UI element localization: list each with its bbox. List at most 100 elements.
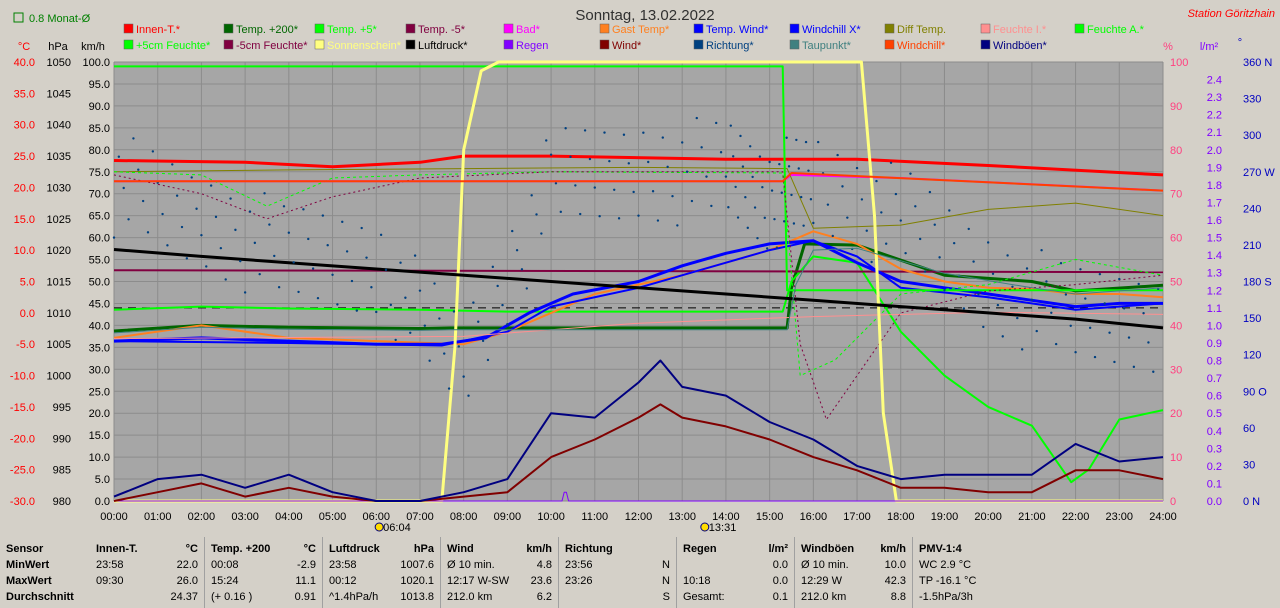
legend-label: +5cm Feuchte* xyxy=(136,40,211,52)
time-tick: 08:00 xyxy=(450,511,478,523)
series-point-richtung xyxy=(1045,280,1048,283)
series-point-richtung xyxy=(727,206,730,209)
series-point-richtung xyxy=(627,162,630,165)
series-point-richtung xyxy=(472,301,475,304)
dir-tick: 210 xyxy=(1243,240,1261,252)
series-point-richtung xyxy=(491,265,495,269)
series-point-richtung xyxy=(991,272,995,275)
series-point-richtung xyxy=(297,290,300,294)
series-point-richtung xyxy=(564,127,567,130)
series-point-richtung xyxy=(846,216,849,219)
series-point-richtung xyxy=(914,205,917,208)
series-point-richtung xyxy=(209,184,213,187)
series-point-richtung xyxy=(816,140,820,144)
series-point-richtung xyxy=(253,241,257,245)
hpa-tick: 985 xyxy=(53,465,71,477)
stats-cell-value: 1020.1 xyxy=(400,575,434,587)
series-point-richtung xyxy=(996,303,1000,307)
series-point-richtung xyxy=(761,185,764,189)
series-point-richtung xyxy=(756,236,759,240)
kmh-tick: 100.0 xyxy=(82,57,110,69)
stats-cell-label: 23:58 xyxy=(96,559,124,571)
stats-cell-value: 24.37 xyxy=(170,591,198,603)
rain-tick: 1.1 xyxy=(1207,303,1222,315)
series-point-richtung xyxy=(797,167,800,170)
series-point-richtung xyxy=(671,194,674,198)
series-point-richtung xyxy=(608,159,611,163)
time-tick: 09:00 xyxy=(494,511,522,523)
series-point-richtung xyxy=(880,211,883,214)
rain-tick: 1.9 xyxy=(1207,162,1222,174)
dir-tick: 90 O xyxy=(1243,386,1267,398)
hpa-tick: 1005 xyxy=(47,339,71,351)
legend-label: Taupunkt* xyxy=(802,40,852,52)
stats-group: Richtung 23:56 N 23:26 N S xyxy=(558,537,676,608)
stats-group-title: Regen xyxy=(683,543,717,555)
series-point-richtung xyxy=(311,267,315,270)
time-tick: 11:00 xyxy=(581,511,608,523)
legend-label: Regen xyxy=(516,40,548,52)
time-tick: 14:00 xyxy=(712,511,740,523)
series-line-windb-en xyxy=(113,359,1164,502)
series-point-richtung xyxy=(1132,365,1136,369)
kmh-tick: 45.0 xyxy=(89,298,110,310)
rain-tick: 2.4 xyxy=(1207,75,1222,87)
temp-tick: 15.0 xyxy=(14,214,35,226)
series-point-richtung xyxy=(1016,316,1019,320)
series-point-richtung xyxy=(112,236,116,239)
stats-cell-label: 23:56 xyxy=(565,559,593,571)
series-point-richtung xyxy=(632,190,635,194)
series-point-richtung xyxy=(423,324,427,327)
series-point-richtung xyxy=(588,157,592,161)
legend-label: Windchill X* xyxy=(802,24,861,36)
time-tick: 07:00 xyxy=(406,511,434,523)
stats-group: Temp. +200 °C 00:08 -2.9 15:24 11.1 (+ 0.16 ) 0… xyxy=(204,537,322,608)
series-point-richtung xyxy=(549,153,553,156)
series-point-richtung xyxy=(1152,370,1155,373)
pct-tick: 100 xyxy=(1170,57,1188,69)
series-point-richtung xyxy=(559,210,562,214)
series-point-richtung xyxy=(268,223,271,226)
series-point-richtung xyxy=(443,352,446,355)
series-point-richtung xyxy=(676,224,679,227)
series-point-richtung xyxy=(166,244,169,247)
sunset-label: 13:31 xyxy=(709,522,737,534)
pct-tick: 90 xyxy=(1170,101,1182,113)
series-point-richtung xyxy=(870,260,873,264)
stats-cell-label: 212.0 km xyxy=(801,591,847,603)
series-point-richtung xyxy=(603,131,606,134)
series-point-richtung xyxy=(836,153,839,157)
series-point-richtung xyxy=(190,176,193,179)
series-point-richtung xyxy=(736,216,740,219)
time-tick: 24:00 xyxy=(1149,511,1177,523)
series-point-richtung xyxy=(795,138,798,142)
hpa-tick: 980 xyxy=(53,496,71,508)
series-point-richtung xyxy=(792,222,796,225)
legend-label: Temp. +5* xyxy=(327,24,378,36)
legend-label: Richtung* xyxy=(706,40,754,52)
legend-swatch xyxy=(884,23,895,34)
temp-tick: 20.0 xyxy=(14,182,35,194)
series-point-richtung xyxy=(409,331,412,334)
series-point-richtung xyxy=(739,134,742,138)
pct-tick: 40 xyxy=(1170,320,1182,332)
series-point-richtung xyxy=(770,189,774,192)
time-tick: 05:00 xyxy=(319,511,347,523)
series-point-richtung xyxy=(918,237,922,241)
series-point-richtung xyxy=(804,140,808,144)
kmh-tick: 30.0 xyxy=(89,364,110,376)
time-tick: 03:00 xyxy=(231,511,259,523)
series-point-richtung xyxy=(161,212,164,216)
temp-tick: 35.0 xyxy=(14,88,35,100)
stats-cell-label: TP -16.1 °C xyxy=(919,575,977,587)
time-tick: 00:00 xyxy=(100,511,128,523)
series-point-richtung xyxy=(370,286,373,289)
stats-cell-value: S xyxy=(662,591,670,603)
stats-sensor-label: Sensor xyxy=(6,543,44,555)
series-point-richtung xyxy=(967,227,970,231)
series-point-richtung xyxy=(809,198,813,201)
series-line-taupunkt xyxy=(113,247,1164,334)
series-point-richtung xyxy=(724,175,728,178)
legend-swatch xyxy=(980,39,991,50)
kmh-tick: 70.0 xyxy=(89,189,110,201)
